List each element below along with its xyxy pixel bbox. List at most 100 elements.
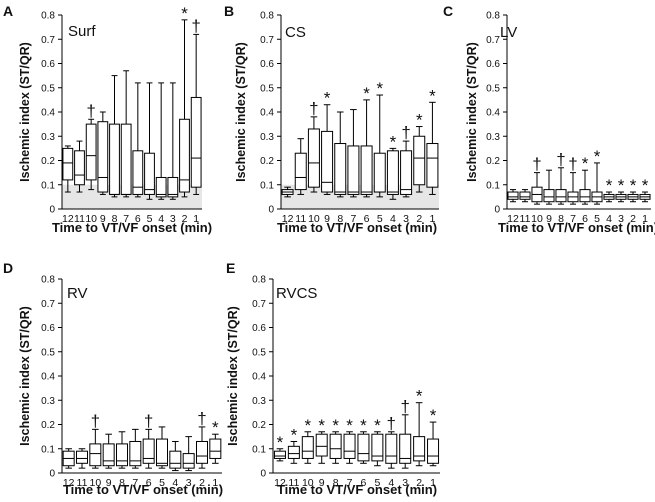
box-iqr: [209, 438, 222, 459]
significance-mark: †: [86, 101, 95, 120]
y-tick-label: 0.2: [252, 420, 266, 431]
box-iqr: [360, 145, 373, 195]
box-7: [120, 70, 132, 198]
x-tick-label: 1: [429, 213, 435, 225]
x-tick-label: 10: [85, 213, 97, 225]
box-1: *: [426, 86, 439, 195]
box-11: *: [287, 425, 300, 464]
significance-mark: *: [324, 89, 331, 108]
y-tick-label: 0.1: [486, 180, 500, 191]
box-5: *: [591, 147, 603, 205]
box-iqr: [167, 176, 179, 198]
x-tick-label: 12: [282, 213, 294, 225]
y-tick-label: 0: [49, 469, 55, 480]
x-axis-label: Time to VT/VF onset (min): [52, 220, 212, 235]
y-tick-label: 0.6: [486, 59, 500, 70]
box-iqr: [89, 443, 102, 467]
x-tick-label: 9: [546, 213, 552, 225]
box-iqr: [334, 143, 347, 195]
box-iqr: [321, 130, 334, 193]
box-7: †: [567, 155, 579, 205]
box-1: *: [639, 176, 651, 203]
box-iqr: [413, 135, 426, 186]
box-3: *: [615, 176, 627, 203]
box-6: *: [357, 416, 370, 464]
y-tick-label: 0: [49, 205, 55, 216]
x-tick-label: 12: [274, 477, 286, 489]
box-1: †: [190, 16, 202, 195]
box-iqr: [155, 176, 167, 198]
y-tick-label: 0.1: [41, 444, 55, 455]
box-8: [334, 111, 347, 198]
y-tick-label: 0.8: [252, 275, 266, 286]
box-12: [62, 145, 74, 193]
x-axis-label: Time to VT/VF onset (min): [277, 220, 437, 235]
box-12: [507, 189, 519, 203]
box-2: †: [196, 409, 208, 469]
x-tick-label: 6: [582, 213, 588, 225]
x-tick-label: 10: [308, 213, 320, 225]
significance-mark: *: [277, 433, 284, 452]
x-tick-label: 9: [106, 477, 112, 489]
panel-title: LV: [500, 24, 517, 41]
y-tick-label: 0.6: [41, 323, 55, 334]
significance-mark: *: [416, 387, 423, 406]
y-tick-label: 0: [268, 205, 274, 216]
box-9: *: [315, 416, 328, 464]
box-iqr: [129, 440, 142, 467]
significance-mark: *: [429, 86, 436, 105]
significance-mark: †: [568, 155, 577, 174]
x-tick-label: 1: [212, 477, 218, 489]
y-tick-label: 0.1: [260, 180, 274, 191]
x-tick-label: 8: [558, 213, 564, 225]
panel-title: Surf: [68, 23, 96, 40]
box-iqr: [109, 123, 120, 195]
x-tick-label: 12: [62, 213, 74, 225]
box-iqr: [519, 191, 531, 200]
panel-letter: A: [3, 3, 13, 19]
box-iqr: [357, 433, 370, 462]
box-iqr: [132, 150, 144, 195]
box-10: †: [89, 411, 102, 469]
y-tick-label: 0.7: [41, 299, 55, 310]
significance-mark: †: [532, 155, 541, 174]
x-tick-label: 4: [172, 477, 178, 489]
y-tick-label: 0.3: [486, 132, 500, 143]
box-iqr: [76, 450, 88, 464]
x-tick-label: 4: [606, 213, 612, 225]
y-tick-label: 0.8: [486, 11, 500, 22]
y-tick-label: 0.4: [41, 372, 55, 383]
box-9: [543, 169, 555, 205]
box-iqr: [85, 123, 97, 181]
x-tick-label: 9: [319, 477, 325, 489]
box-iqr: [386, 150, 399, 195]
x-tick-label: 10: [531, 213, 543, 225]
y-axis-label: Ischemic index (ST/QR): [18, 306, 32, 446]
box-6: [132, 82, 144, 198]
y-tick-label: 0.7: [252, 299, 266, 310]
significance-mark: *: [360, 416, 367, 435]
y-tick-label: 0.5: [252, 347, 266, 358]
x-tick-label: 3: [402, 477, 408, 489]
x-tick-label: 7: [570, 213, 576, 225]
box-9: [97, 111, 109, 195]
significance-mark: *: [212, 418, 219, 437]
x-axis-label: Time to VT/VF onset (min): [498, 220, 655, 235]
y-tick-label: 0.3: [260, 132, 274, 143]
x-tick-label: 2: [416, 213, 422, 225]
box-3: [182, 436, 195, 472]
panel-letter: C: [443, 3, 453, 19]
significance-mark: †: [197, 409, 206, 428]
box-iqr: [287, 445, 300, 459]
x-tick-label: 5: [147, 213, 153, 225]
y-tick-label: 0.3: [41, 396, 55, 407]
x-tick-label: 5: [594, 213, 600, 225]
significance-mark: †: [91, 411, 100, 430]
significance-mark: †: [191, 16, 200, 35]
y-tick-label: 0.2: [41, 156, 55, 167]
panel-letter: E: [226, 260, 235, 276]
box-iqr: [190, 96, 202, 188]
